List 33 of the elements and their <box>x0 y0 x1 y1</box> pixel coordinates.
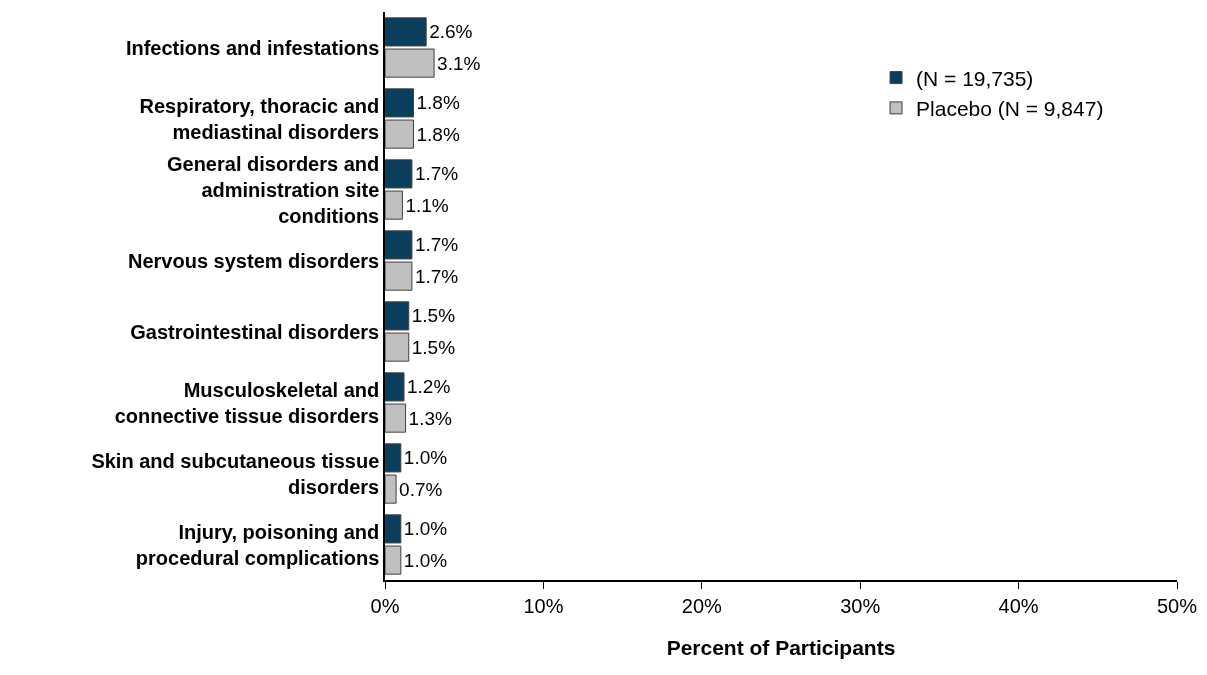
data-label: 1.1% <box>405 194 449 216</box>
data-label: 1.7% <box>414 234 459 256</box>
data-label: 1.0% <box>403 447 448 469</box>
y-tick-label: Infections and infestations <box>125 36 380 59</box>
y-tick-label: General disorders and administration site conditions <box>166 152 380 227</box>
legend-label: Placebo (N = 9,847) <box>916 97 1104 121</box>
data-label: 1.8% <box>416 92 460 114</box>
y-tick-label: Injury, poisoning and procedural complications <box>135 520 380 569</box>
legend-label: (N = 19,735) <box>916 66 1034 90</box>
data-label: 1.0% <box>403 549 448 571</box>
y-tick-label: Gastrointestinal disorders <box>130 320 380 343</box>
x-tick-label: 30% <box>840 594 881 617</box>
data-label: 0.7% <box>399 478 443 500</box>
x-tick-label: 50% <box>1156 594 1198 617</box>
y-tick-label: Musculoskeletal and connective tissue disorders <box>114 378 380 427</box>
y-tick-label: Respiratory, thoracic and mediastinal disorders <box>139 94 380 143</box>
data-label: 1.0% <box>403 518 448 540</box>
data-label: 1.5% <box>411 336 456 358</box>
x-axis-title: Percent of Participants <box>666 636 896 660</box>
data-label: 1.7% <box>414 265 459 287</box>
data-label: 1.2% <box>407 376 451 398</box>
y-tick-label: Skin and subcutaneous tissue disorders <box>91 449 380 498</box>
y-tick-label: Nervous system disorders <box>128 249 380 272</box>
x-tick-label: 20% <box>681 594 723 617</box>
data-label: 1.3% <box>408 407 452 429</box>
data-label: 3.1% <box>437 52 481 74</box>
data-label: 1.5% <box>411 305 456 327</box>
x-tick-label: 10% <box>523 594 564 617</box>
data-label: 1.8% <box>416 123 460 145</box>
x-tick-label: 40% <box>998 594 1039 617</box>
data-label: 1.7% <box>414 163 459 185</box>
data-label: 2.6% <box>429 21 473 43</box>
x-tick-label: 0% <box>370 594 400 617</box>
